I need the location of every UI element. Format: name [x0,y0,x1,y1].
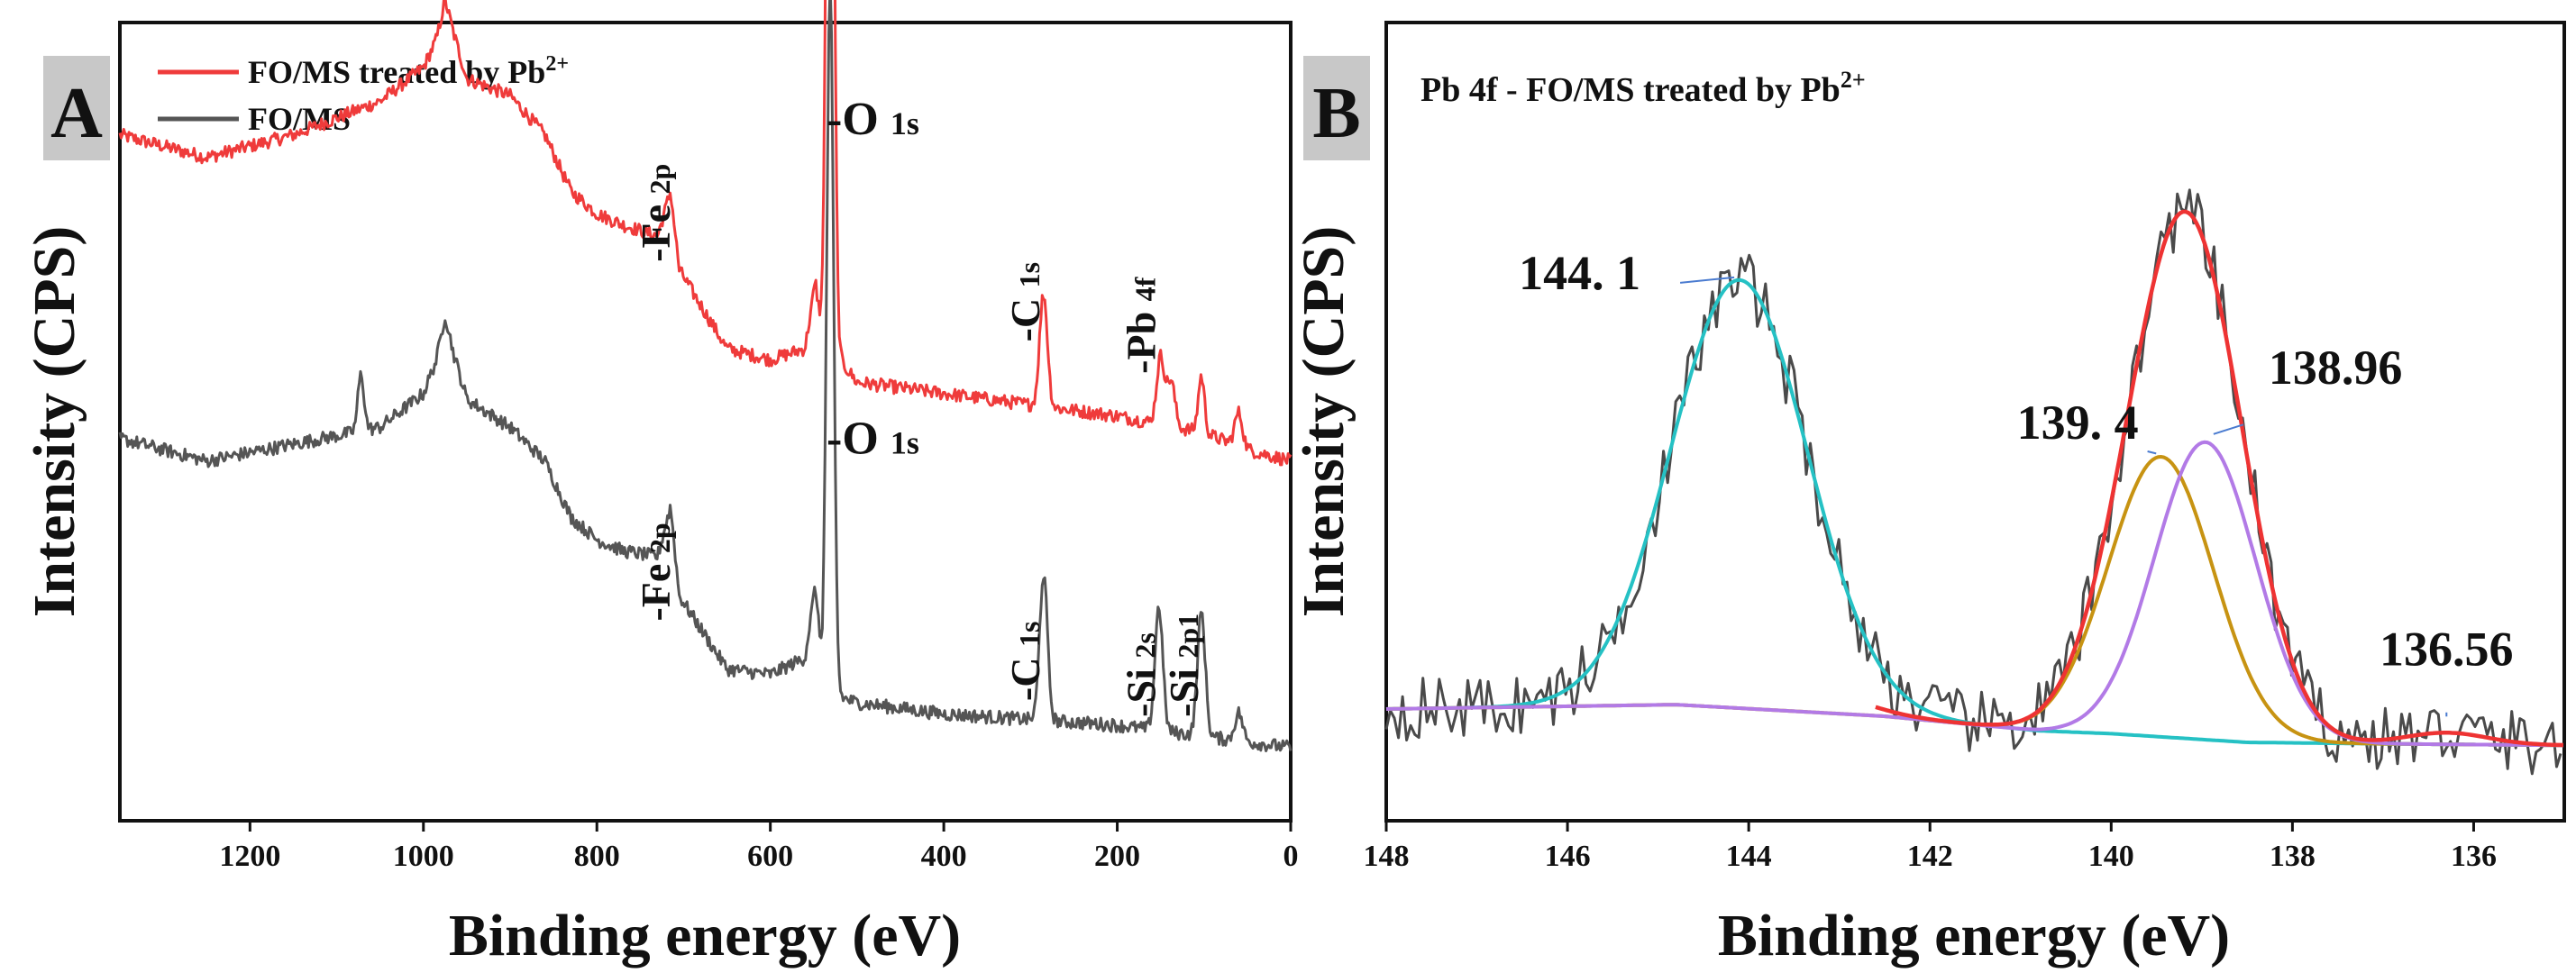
x-tick-label: 138 [2270,840,2316,873]
x-tick-label: 1000 [393,840,454,873]
panel-a-letter: A [50,74,103,153]
fit-envelope-line [1875,209,2564,748]
peak-annotation: -Si 2s [1119,632,1165,717]
x-tick-label: 144 [1726,840,1772,873]
leader-line [1680,276,1735,284]
x-tick-label: 146 [1545,840,1591,873]
x-tick-label: 600 [747,840,793,873]
leader-line [2147,450,2157,455]
peak-annotation: -Si 2p1 [1161,614,1207,717]
panel-b-letter: B [1312,74,1360,153]
panel-b-x-label: Binding energy (eV) [1718,903,2230,968]
peak-label: 136.56 [2380,622,2514,676]
leader-line [2213,423,2244,435]
panel-a-x-label: Binding energy (eV) [449,903,961,968]
x-tick-label: 148 [1364,840,1410,873]
panel-a-legend: FO/MS treated by Pb2+ FO/MS [158,52,569,137]
panel-b-peak-labels: 144. 1 139. 4 138.96 136.56 [1519,246,2514,717]
peak-annotation: -C 1s [1002,262,1048,342]
peak-label: 138.96 [2269,341,2403,395]
x-tick-label: 142 [1907,840,1953,873]
peak-annotation: -Fe 2p [633,523,679,621]
peak-label: 144. 1 [1519,246,1640,300]
peak-annotation: -O 1s [827,413,919,464]
peak-annotation: -C 1s [1002,622,1048,702]
series-line-fo-ms-pb-treated [118,0,1293,467]
panel-a-series [118,0,1293,752]
fit-component-138.96 [1385,440,2563,748]
peak-annotation: -Pb 4f [1119,277,1165,374]
x-tick-label: 1200 [219,840,280,873]
x-tick-label: 136 [2451,840,2497,873]
panel-a: A FO/MS treated by Pb2+ FO/MS 1200 1000 80… [22,0,1299,968]
series-line-fo-ms [118,0,1293,752]
peak-label: 139. 4 [2017,396,2139,450]
panel-a-x-ticks: 1200 1000 800 600 400 200 0 [219,821,1299,873]
panel-a-frame [118,21,1293,823]
x-tick-label: 200 [1094,840,1140,873]
panel-b-series [1384,188,2564,776]
panel-b-x-ticks: 148 146 144 142 140 138 136 [1364,821,2497,873]
panel-a-y-label: Intensity (CPS) [22,226,87,618]
peak-annotation: -Fe 2p [633,164,679,262]
x-tick-label: 400 [921,840,967,873]
panel-b-letter-bg [1303,56,1370,160]
panel-b-title: Pb 4f - FO/MS treated by Pb2+ [1420,67,1866,109]
peak-annotation: -O 1s [827,94,919,145]
panel-a-letter-bg [43,56,110,160]
x-tick-label: 0 [1283,840,1299,873]
legend-label-treated: FO/MS treated by Pb2+ [248,52,569,90]
x-tick-label: 800 [574,840,620,873]
panel-b-frame [1384,21,2566,823]
raw-spectrum-line [1384,188,2562,776]
fit-component-139.45 [1385,454,2563,748]
panel-a-annotations: -O 1s -Fe 2p -C 1s -Pb 4f -O 1s -Fe 2p -C 1s -S… [633,94,1207,717]
x-tick-label: 140 [2088,840,2134,873]
panel-b: B Pb 4f - FO/MS treated by Pb2+ 148 146 14… [1291,21,2566,968]
panel-b-y-label: Intensity (CPS) [1291,226,1357,618]
